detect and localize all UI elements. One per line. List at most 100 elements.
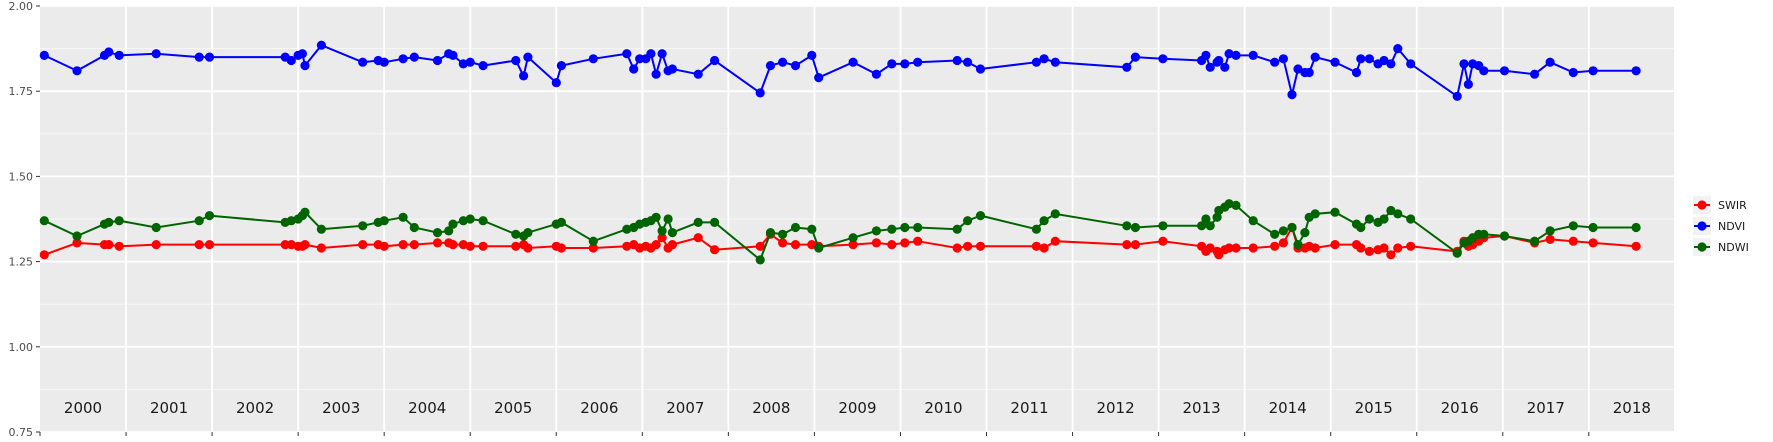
data-point — [458, 59, 468, 69]
data-point — [1393, 209, 1403, 219]
data-point — [848, 57, 858, 67]
data-point — [511, 241, 521, 251]
data-point — [1130, 52, 1140, 62]
data-point — [1122, 62, 1132, 72]
data-point — [710, 55, 720, 66]
data-point — [1293, 240, 1303, 250]
data-point — [1356, 54, 1366, 64]
data-point — [204, 52, 215, 62]
data-point — [1293, 64, 1303, 74]
grid-lines — [40, 5, 1674, 433]
y-tick-label: 0.75 — [9, 426, 34, 439]
data-point — [1039, 216, 1049, 226]
data-point — [790, 240, 801, 250]
data-point — [39, 216, 49, 226]
data-point — [1356, 222, 1366, 233]
legend-item-ndwi: NDWI — [1693, 238, 1749, 256]
data-point — [1379, 243, 1389, 253]
year-label: 2018 — [1613, 399, 1651, 417]
data-point — [465, 57, 475, 67]
data-point — [379, 241, 389, 251]
data-point — [432, 238, 443, 248]
data-point — [871, 238, 882, 248]
data-point — [657, 233, 667, 243]
data-point — [814, 73, 824, 83]
data-point — [693, 69, 703, 79]
data-point — [1406, 241, 1416, 251]
data-point — [1479, 66, 1489, 76]
legend-label: NDVI — [1718, 220, 1745, 233]
data-point — [807, 224, 817, 234]
data-point — [1278, 238, 1288, 248]
data-point — [1214, 55, 1224, 66]
data-point — [1231, 200, 1241, 210]
data-point — [519, 71, 529, 81]
data-point — [194, 216, 204, 226]
legend-item-ndvi: NDVI — [1693, 217, 1745, 235]
series-ndwi — [39, 199, 1641, 265]
data-point — [913, 236, 923, 246]
data-point — [900, 238, 910, 248]
data-point — [1379, 214, 1389, 224]
data-point — [657, 226, 667, 236]
data-point — [667, 228, 678, 238]
data-point — [778, 57, 788, 67]
data-point — [300, 240, 310, 250]
legend-key-point — [1697, 221, 1707, 231]
legend-key-point — [1697, 242, 1707, 252]
data-point — [765, 228, 776, 238]
year-label: 2013 — [1183, 399, 1221, 417]
data-point — [1270, 57, 1280, 67]
series-ndvi — [39, 40, 1641, 101]
data-point — [646, 49, 656, 59]
data-point — [1130, 240, 1140, 250]
data-point — [194, 52, 204, 62]
data-point — [1588, 238, 1598, 248]
data-point — [409, 240, 419, 250]
data-point — [1304, 67, 1314, 78]
data-point — [1158, 236, 1168, 246]
year-label: 2011 — [1010, 399, 1048, 417]
data-point — [1545, 226, 1555, 236]
data-point — [511, 55, 521, 66]
data-point — [1330, 240, 1340, 250]
data-point — [651, 69, 661, 79]
year-label: 2015 — [1355, 399, 1393, 417]
data-point — [755, 255, 765, 265]
y-tick-label: 1.50 — [9, 170, 34, 183]
data-point — [848, 240, 858, 250]
data-point — [1201, 214, 1211, 224]
data-point — [204, 240, 215, 250]
data-point — [900, 222, 910, 233]
data-point — [588, 54, 598, 64]
data-point — [963, 57, 973, 67]
data-point — [807, 50, 817, 61]
data-point — [1031, 241, 1041, 251]
data-point — [622, 49, 632, 59]
data-point — [1459, 59, 1469, 69]
data-point — [588, 243, 598, 253]
data-point — [1231, 50, 1241, 61]
data-point — [409, 52, 419, 62]
data-point — [1039, 54, 1049, 64]
data-point — [887, 59, 897, 69]
year-label: 2002 — [236, 399, 274, 417]
data-point — [1130, 222, 1140, 233]
data-point — [1386, 250, 1396, 260]
data-point — [1205, 62, 1215, 72]
data-point — [465, 214, 475, 224]
data-point — [1224, 243, 1234, 253]
data-point — [72, 231, 82, 241]
data-point — [814, 243, 824, 253]
data-point — [975, 64, 986, 74]
data-point — [622, 224, 632, 234]
data-point — [114, 50, 124, 61]
data-point — [556, 217, 567, 227]
data-point — [693, 217, 703, 227]
data-point — [297, 49, 307, 59]
data-point — [1270, 229, 1280, 239]
data-point — [667, 64, 678, 74]
data-point — [300, 61, 310, 71]
data-point — [379, 57, 389, 67]
legend-key-point — [1697, 200, 1707, 210]
